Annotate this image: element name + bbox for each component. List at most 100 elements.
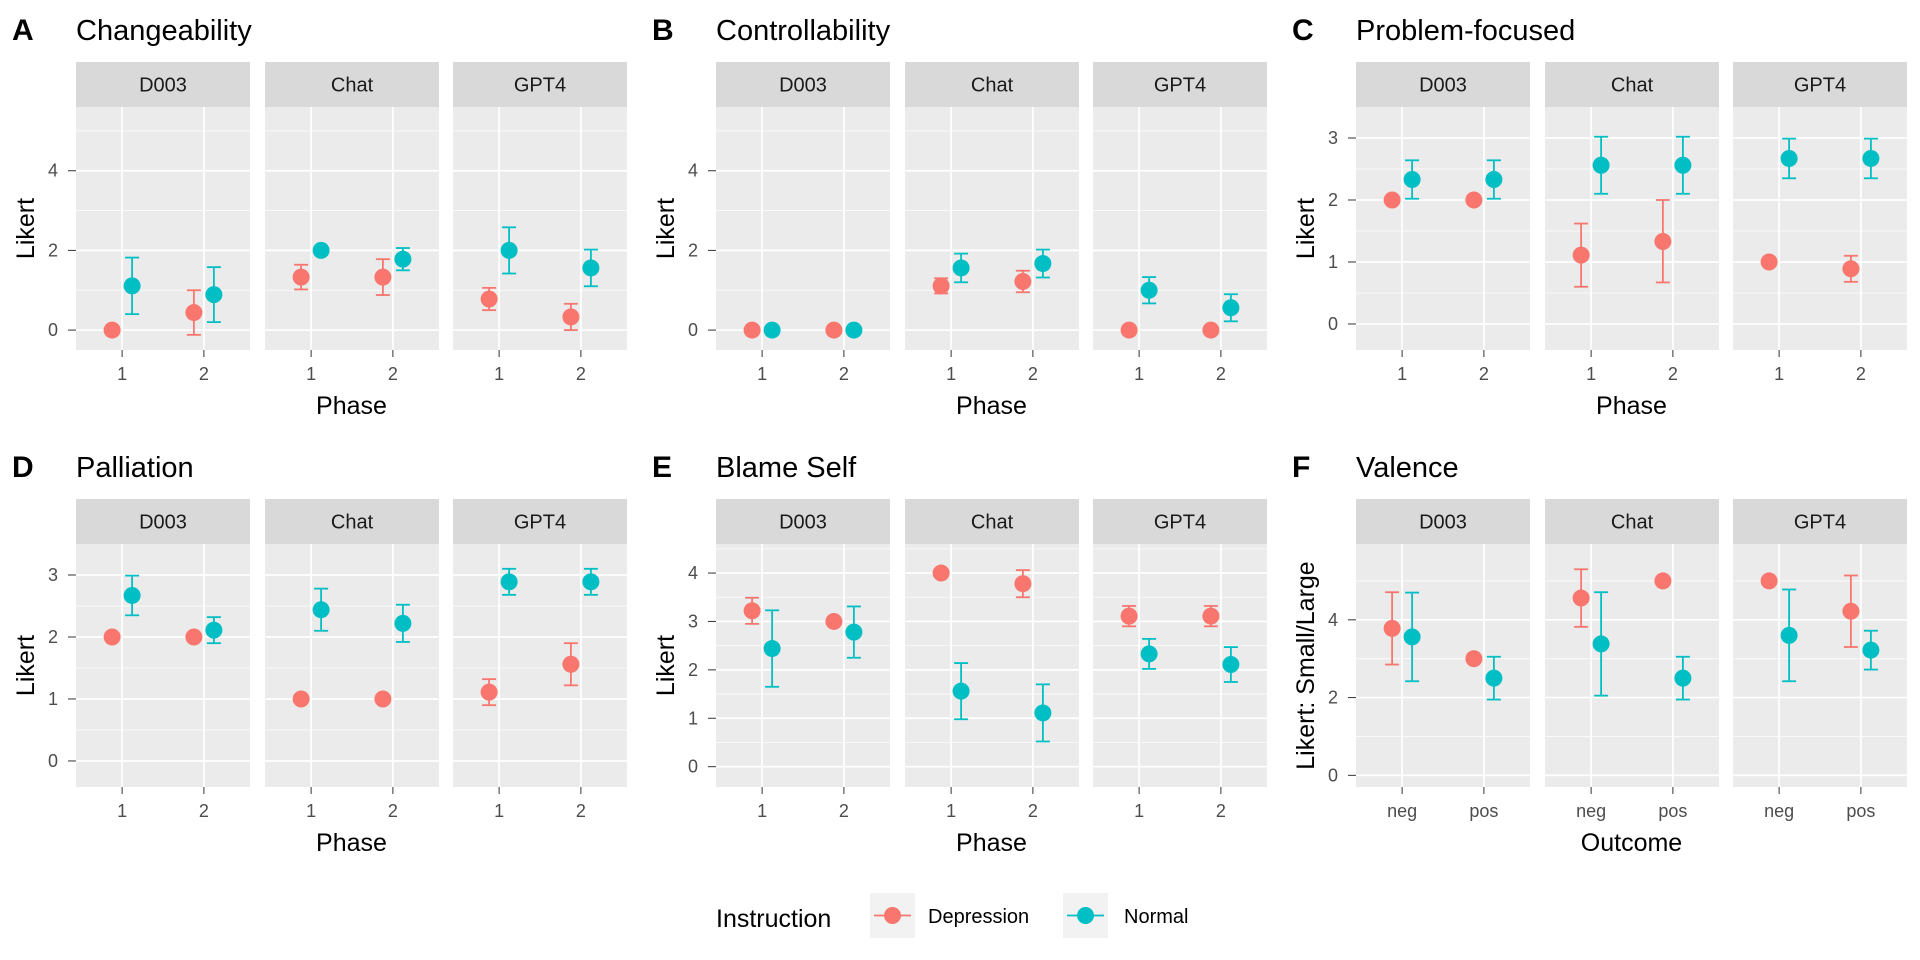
data-point-normal [582,573,600,591]
y-tick-label: 0 [48,320,58,340]
data-point-normal [952,682,970,700]
data-point-depression [292,268,310,286]
y-tick-label: 1 [688,708,698,728]
data-point-depression [932,277,950,295]
data-point-normal [312,601,330,619]
legend-label: Normal [1124,906,1188,928]
facet-panel [1545,107,1719,350]
x-tick-label: 2 [1668,364,1678,384]
facet-label: D003 [139,512,187,534]
data-point-normal [1485,669,1503,687]
facet-panel [1093,544,1267,787]
data-point-depression [103,628,121,646]
facet-label: Chat [971,75,1014,97]
data-point-normal [1485,171,1503,189]
facet-strip [265,499,439,544]
x-tick-label: 2 [199,364,209,384]
facet-label: GPT4 [514,512,566,534]
chart-letter: C [1292,14,1314,47]
data-point-depression [374,268,392,286]
facet-panel [1733,544,1907,787]
x-axis-label: Phase [956,829,1027,857]
facet-panel [1356,107,1530,350]
facet-panel [76,107,250,350]
y-axis-label: Likert [12,635,40,696]
data-point-depression [292,690,310,708]
data-point-depression [1202,321,1220,339]
data-point-depression [1842,260,1860,278]
facet-strip [76,62,250,107]
x-tick-label: 1 [1134,364,1144,384]
data-point-normal [1862,641,1880,659]
y-tick-label: 2 [48,627,58,647]
x-tick-label: 2 [388,801,398,821]
y-tick-label: 1 [48,689,58,709]
facet-panel [1356,544,1530,787]
y-axis-label: Likert [1292,198,1320,259]
x-tick-label: 2 [1216,801,1226,821]
x-tick-label: pos [1469,801,1498,821]
data-point-depression [1120,607,1138,625]
chart-B: B Controllability 0 2 4 Likert D003 1 2 Chat 1 2 GPT… [652,14,1267,420]
facet-label: Chat [331,512,374,534]
data-point-normal [845,321,863,339]
y-tick-label: 2 [1328,190,1338,210]
x-tick-label: pos [1658,801,1687,821]
chart-title: Changeability [76,15,252,47]
data-point-normal [312,241,330,259]
x-tick-label: 1 [306,364,316,384]
facet-label: D003 [779,512,827,534]
data-point-normal [123,586,141,604]
y-tick-label: 4 [1328,610,1338,630]
y-axis-label: Likert: Small/Large [1292,561,1320,769]
x-tick-label: 2 [576,364,586,384]
data-point-depression [1383,619,1401,637]
data-point-normal [205,621,223,639]
facet-strip [1356,499,1530,544]
facet-panel [1093,107,1267,350]
data-point-normal [763,321,781,339]
data-point-depression [185,304,203,322]
facet-panel [905,544,1079,787]
x-tick-label: 1 [757,801,767,821]
x-tick-label: neg [1576,801,1606,821]
facet-panel [453,544,627,787]
facet-panel [716,544,890,787]
x-tick-label: 1 [494,801,504,821]
x-tick-label: neg [1764,801,1794,821]
x-axis-label: Phase [1596,392,1667,420]
x-tick-label: 2 [1856,364,1866,384]
facet-strip [1356,62,1530,107]
data-point-normal [1403,628,1421,646]
data-point-depression [825,321,843,339]
facet-panel [1733,107,1907,350]
x-tick-label: 2 [199,801,209,821]
y-axis-label: Likert [652,635,680,696]
chart-F: F Valence 0 2 4 Likert: Small/Large D003 neg pos… [1292,451,1907,857]
data-point-depression [743,602,761,620]
y-tick-label: 2 [688,240,698,260]
facet-strip [905,499,1079,544]
chart-A: A Changeability 0 2 4 Likert D003 1 2 Chat 1 2 GPT4 1… [12,14,627,420]
facet-panel [453,107,627,350]
chart-letter: D [12,451,34,484]
data-point-depression [743,321,761,339]
y-axis-label: Likert [652,198,680,259]
y-tick-label: 2 [48,240,58,260]
chart-title: Blame Self [716,452,857,484]
x-tick-label: 1 [117,801,127,821]
data-point-normal [1222,656,1240,674]
facet-strip [905,62,1079,107]
facet-label: Chat [331,75,374,97]
x-tick-label: 1 [306,801,316,821]
y-tick-label: 1 [1328,252,1338,272]
chart-letter: B [652,14,674,47]
x-tick-label: 1 [946,364,956,384]
chart-title: Valence [1356,452,1459,484]
facet-panel [716,107,890,350]
data-point-normal [394,614,412,632]
facet-label: Chat [1611,75,1654,97]
x-tick-label: 2 [576,801,586,821]
data-point-depression [480,290,498,308]
